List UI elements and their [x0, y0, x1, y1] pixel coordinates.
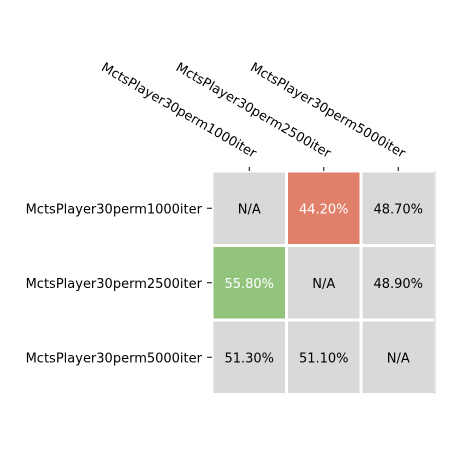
heatmap-cell: [362, 172, 434, 244]
heatmap-cell: [288, 247, 360, 319]
cell-value-label: 48.90%: [373, 277, 423, 292]
heatmap-cell: [288, 172, 360, 244]
heatmap-cell: [213, 172, 285, 244]
cell-value-label: N/A: [238, 202, 261, 217]
heatmap-cell: [213, 321, 285, 393]
cell-value-label: N/A: [387, 351, 410, 366]
x-axis-ticks: MctsPlayer30perm1000iterMctsPlayer30perm…: [98, 60, 408, 171]
y-tick-label: MctsPlayer30perm2500iter: [26, 277, 203, 292]
heatmap-cell: [362, 247, 434, 319]
heatmap-cell: [362, 321, 434, 393]
cell-value-label: N/A: [312, 277, 335, 292]
y-tick-label: MctsPlayer30perm5000iter: [26, 351, 203, 366]
cell-value-label: 44.20%: [299, 202, 349, 217]
heatmap-cell: [288, 321, 360, 393]
heatmap-cells: N/A 44.20% 48.70% 55.80% N/A 48.90% 51.30% 51.1…: [213, 172, 434, 393]
y-tick-label: MctsPlayer30perm1000iter: [26, 202, 203, 217]
heatmap-cell: [213, 247, 285, 319]
cell-value-label: 51.30%: [224, 351, 274, 366]
y-axis-ticks: MctsPlayer30perm1000iter MctsPlayer30perm…: [26, 202, 212, 366]
cell-value-label: 55.80%: [224, 277, 274, 292]
cell-value-label: 51.10%: [299, 351, 349, 366]
cell-value-label: 48.70%: [373, 202, 423, 217]
